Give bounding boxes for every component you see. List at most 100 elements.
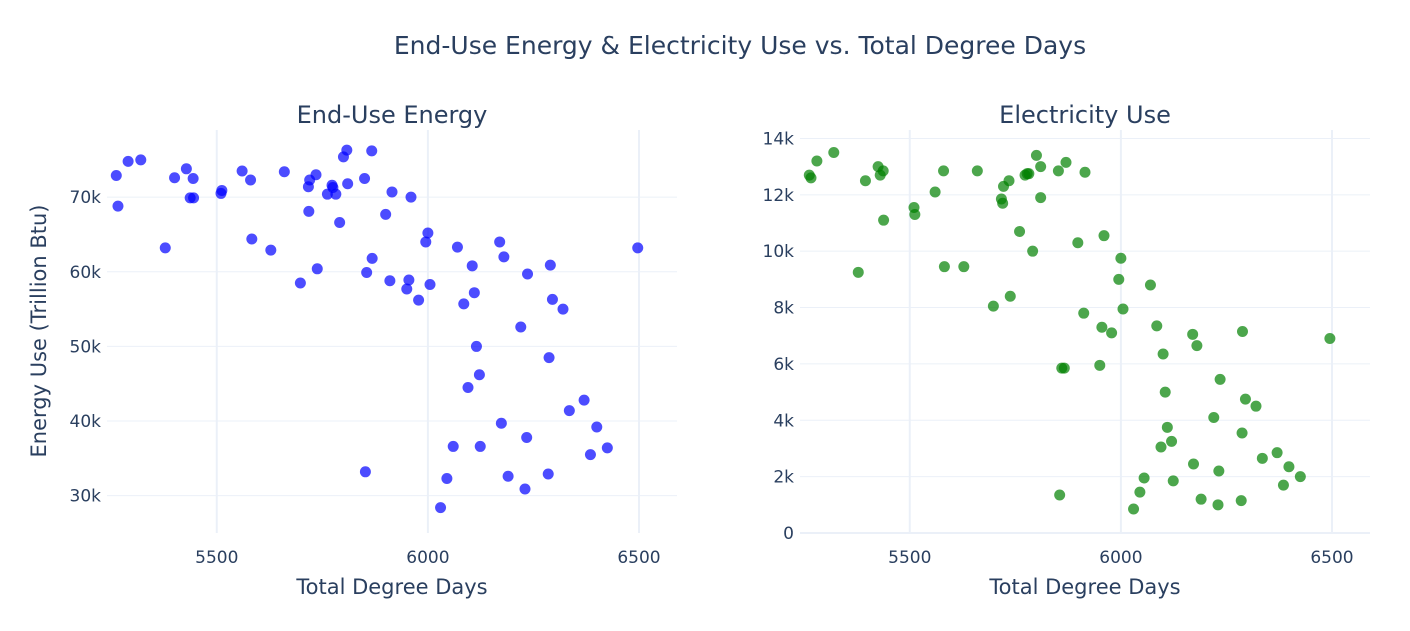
data-point xyxy=(159,242,171,254)
data-point xyxy=(466,260,478,272)
data-point xyxy=(1208,411,1220,423)
data-point xyxy=(1144,279,1156,291)
data-point xyxy=(1256,452,1268,464)
data-point xyxy=(1271,447,1283,459)
data-point xyxy=(135,154,147,166)
data-point xyxy=(403,274,415,286)
data-point xyxy=(384,275,396,287)
data-point xyxy=(1113,273,1125,285)
data-point xyxy=(578,394,590,406)
data-point xyxy=(294,277,306,289)
data-point xyxy=(557,303,569,315)
data-point xyxy=(1167,475,1179,487)
data-point xyxy=(1236,427,1248,439)
data-point xyxy=(1191,340,1203,352)
data-point xyxy=(245,174,257,186)
data-point xyxy=(1023,168,1035,180)
data-point xyxy=(1003,175,1015,187)
data-point xyxy=(180,163,192,175)
y-tick-label: 30k xyxy=(70,487,102,507)
data-point xyxy=(543,352,555,364)
data-point xyxy=(441,473,453,485)
data-point xyxy=(805,172,817,184)
data-point xyxy=(1166,435,1178,447)
data-point xyxy=(878,214,890,226)
data-point xyxy=(1060,156,1072,168)
data-point xyxy=(122,155,134,167)
data-point xyxy=(1030,149,1042,161)
data-point xyxy=(341,144,353,156)
data-point xyxy=(546,293,558,305)
data-point xyxy=(1004,290,1016,302)
data-point xyxy=(366,252,378,264)
data-point xyxy=(420,236,432,248)
data-point xyxy=(451,241,463,253)
data-point xyxy=(1115,252,1127,264)
data-point xyxy=(1277,479,1289,491)
data-point xyxy=(447,440,459,452)
data-point xyxy=(334,217,346,229)
y-tick-label: 60k xyxy=(70,263,102,283)
figure-title: End-Use Energy & Electricity Use vs. Tot… xyxy=(394,31,1086,60)
data-point xyxy=(1195,493,1207,505)
data-point xyxy=(1035,161,1047,173)
x-tick-label: 6500 xyxy=(617,548,660,568)
data-point xyxy=(563,405,575,417)
data-point xyxy=(584,449,596,461)
data-point xyxy=(1157,348,1169,360)
data-point xyxy=(386,186,398,198)
y-tick-label: 40k xyxy=(70,412,102,432)
data-point xyxy=(544,259,556,271)
data-point xyxy=(1239,393,1251,405)
data-point xyxy=(311,263,323,275)
data-point xyxy=(1098,230,1110,242)
data-point xyxy=(522,268,534,280)
data-point xyxy=(435,502,447,514)
data-point xyxy=(1324,333,1336,345)
data-point xyxy=(246,233,258,245)
data-point xyxy=(458,298,470,310)
data-point xyxy=(1155,441,1167,453)
y-tick-label: 50k xyxy=(70,337,102,357)
data-point xyxy=(330,188,342,200)
data-point xyxy=(1187,328,1199,340)
data-point xyxy=(474,440,486,452)
y-tick-label: 2k xyxy=(773,468,794,488)
data-point xyxy=(987,300,999,312)
y-tick-label: 12k xyxy=(763,186,795,206)
data-point xyxy=(187,173,199,185)
data-point xyxy=(1134,486,1146,498)
data-point xyxy=(1235,495,1247,507)
data-point xyxy=(1052,165,1064,177)
data-point xyxy=(591,421,603,433)
y-tick-label: 4k xyxy=(773,411,794,431)
data-point xyxy=(1151,320,1163,332)
panel-end-use-energy: End-Use Energy Total Degree Days Energy … xyxy=(27,101,488,599)
data-point xyxy=(470,340,482,352)
data-point xyxy=(1250,400,1262,412)
data-point xyxy=(1027,245,1039,257)
data-point xyxy=(1188,458,1200,470)
data-point xyxy=(366,145,378,157)
data-point xyxy=(971,165,983,177)
data-point xyxy=(601,442,613,454)
data-point xyxy=(1079,166,1091,178)
data-point xyxy=(188,192,200,204)
data-point xyxy=(265,244,277,256)
plot-area-end-use-energy: 5500 6000 6500 30k 40k 50k 60k 70k xyxy=(70,130,677,568)
data-point xyxy=(1054,489,1066,501)
data-point xyxy=(422,227,434,239)
data-point xyxy=(1072,237,1084,249)
x-tick-label: 6000 xyxy=(406,548,449,568)
data-point xyxy=(380,208,392,220)
data-point xyxy=(278,166,290,178)
data-point xyxy=(1212,499,1224,511)
data-point xyxy=(303,205,315,217)
x-tick-label: 6500 xyxy=(1310,548,1353,568)
data-point xyxy=(1078,307,1090,319)
data-point xyxy=(1096,321,1108,333)
data-point xyxy=(1159,386,1171,398)
y-tick-label: 0 xyxy=(783,524,794,544)
